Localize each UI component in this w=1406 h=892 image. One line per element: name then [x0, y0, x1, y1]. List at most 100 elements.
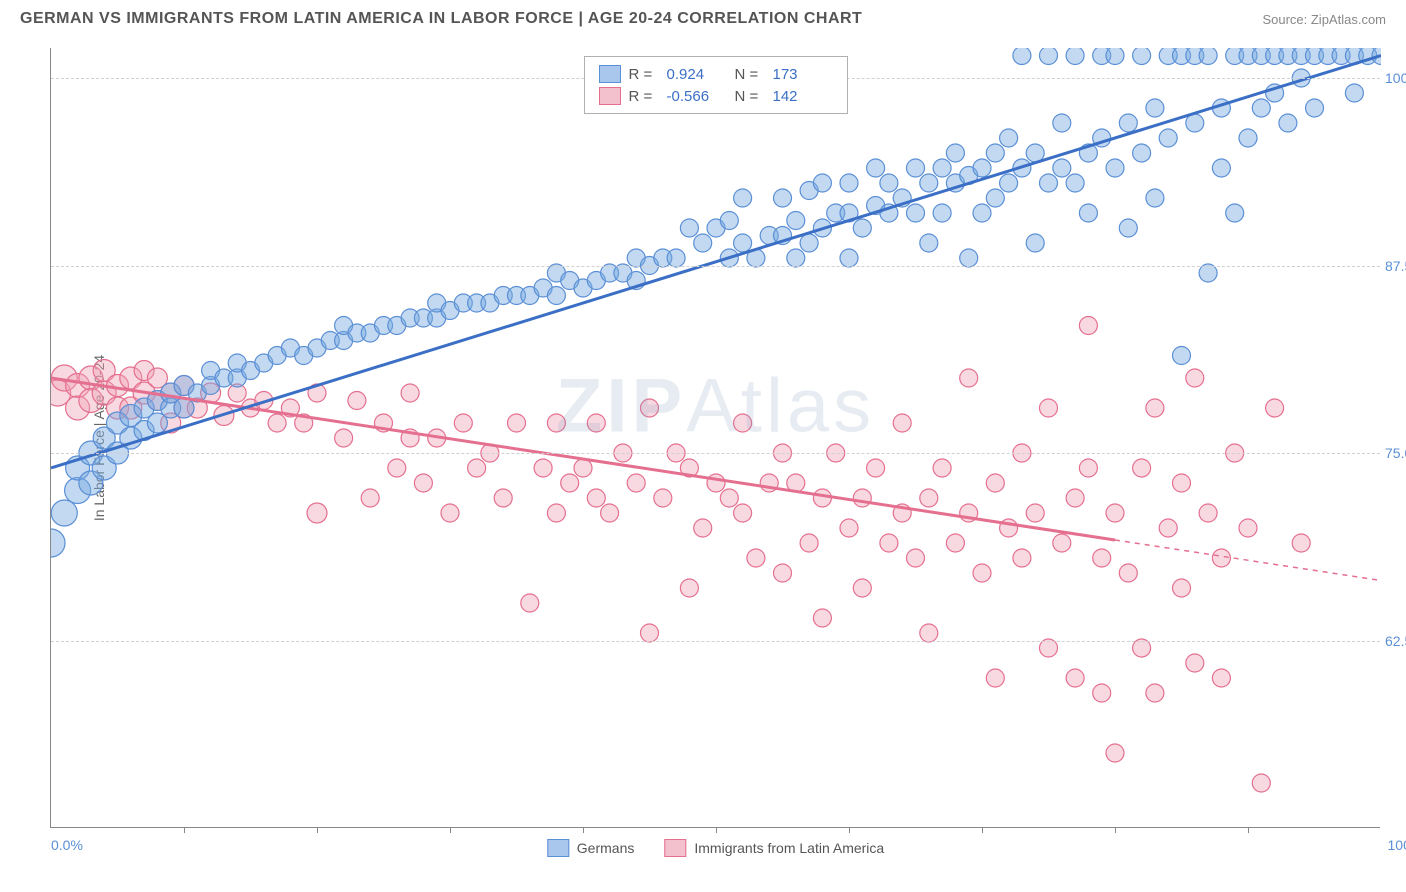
scatter-point-blue [1000, 174, 1018, 192]
scatter-point-blue [800, 234, 818, 252]
trendline-pink-dash [1115, 540, 1381, 581]
scatter-point-blue [933, 204, 951, 222]
x-axis-max-label: 100.0% [1388, 837, 1406, 853]
x-axis-min-label: 0.0% [51, 837, 83, 853]
legend-correlation: R = 0.924 N = 173 R = -0.566 N = 142 [584, 56, 848, 114]
scatter-point-blue [694, 234, 712, 252]
plot-area: In Labor Force | Age 20-24 ZIPAtlas R = … [50, 48, 1380, 828]
scatter-point-blue [1173, 347, 1191, 365]
legend-row-2: R = -0.566 N = 142 [599, 85, 833, 107]
scatter-point-pink [654, 489, 672, 507]
scatter-point-blue [1066, 174, 1084, 192]
scatter-point-pink [1079, 317, 1097, 335]
scatter-point-pink [920, 624, 938, 642]
scatter-point-pink [734, 414, 752, 432]
scatter-point-pink [1212, 549, 1230, 567]
scatter-point-pink [734, 504, 752, 522]
scatter-point-pink [893, 414, 911, 432]
scatter-point-blue [813, 174, 831, 192]
scatter-point-blue [1279, 114, 1297, 132]
scatter-point-blue [1146, 189, 1164, 207]
scatter-point-pink [1173, 579, 1191, 597]
scatter-point-blue [1053, 159, 1071, 177]
n-value-1: 173 [773, 66, 833, 83]
scatter-point-pink [587, 489, 605, 507]
scatter-point-pink [1053, 534, 1071, 552]
scatter-point-pink [534, 459, 552, 477]
scatter-point-pink [1266, 399, 1284, 417]
scatter-point-pink [454, 414, 472, 432]
scatter-point-pink [1146, 399, 1164, 417]
scatter-point-blue [946, 144, 964, 162]
scatter-point-pink [1040, 639, 1058, 657]
x-tick [450, 827, 451, 833]
scatter-point-pink [986, 669, 1004, 687]
scatter-point-blue [1053, 114, 1071, 132]
scatter-point-pink [1292, 534, 1310, 552]
scatter-point-blue [1306, 99, 1324, 117]
scatter-point-blue [51, 500, 77, 526]
scatter-point-blue [1026, 234, 1044, 252]
scatter-point-pink [680, 579, 698, 597]
scatter-point-pink [1079, 459, 1097, 477]
scatter-svg [51, 48, 1381, 828]
scatter-point-pink [1199, 504, 1217, 522]
scatter-point-blue [840, 174, 858, 192]
scatter-point-blue [1239, 129, 1257, 147]
r-value-1: 0.924 [667, 66, 727, 83]
scatter-point-pink [641, 399, 659, 417]
scatter-point-pink [335, 429, 353, 447]
scatter-point-pink [1133, 459, 1151, 477]
scatter-point-pink [1159, 519, 1177, 537]
scatter-point-pink [920, 489, 938, 507]
scatter-point-blue [174, 398, 194, 418]
swatch-blue [599, 65, 621, 83]
scatter-point-blue [840, 249, 858, 267]
scatter-point-pink [1186, 369, 1204, 387]
scatter-point-blue [1106, 159, 1124, 177]
scatter-point-blue [1079, 204, 1097, 222]
scatter-point-blue [547, 287, 565, 305]
scatter-point-blue [734, 234, 752, 252]
scatter-point-blue [1212, 159, 1230, 177]
scatter-point-pink [800, 534, 818, 552]
legend-item-germans: Germans [547, 839, 635, 857]
x-tick [1248, 827, 1249, 833]
scatter-point-blue [774, 189, 792, 207]
scatter-point-pink [867, 459, 885, 477]
scatter-point-pink [747, 549, 765, 567]
scatter-point-blue [1199, 48, 1217, 65]
scatter-point-pink [1040, 399, 1058, 417]
scatter-point-pink [960, 369, 978, 387]
scatter-point-blue [1146, 99, 1164, 117]
scatter-point-blue [1040, 174, 1058, 192]
scatter-point-blue [1252, 99, 1270, 117]
scatter-point-pink [813, 489, 831, 507]
scatter-point-pink [880, 534, 898, 552]
y-tick-label: 75.0% [1385, 445, 1406, 461]
scatter-point-pink [1026, 504, 1044, 522]
y-tick-label: 62.5% [1385, 633, 1406, 649]
scatter-point-blue [1119, 114, 1137, 132]
scatter-point-blue [973, 159, 991, 177]
scatter-point-pink [348, 392, 366, 410]
legend-row-1: R = 0.924 N = 173 [599, 63, 833, 85]
source-label: Source: ZipAtlas.com [1262, 12, 1386, 27]
scatter-point-pink [641, 624, 659, 642]
x-tick [583, 827, 584, 833]
scatter-point-blue [986, 144, 1004, 162]
scatter-point-pink [1252, 774, 1270, 792]
scatter-point-pink [774, 564, 792, 582]
scatter-point-pink [986, 474, 1004, 492]
r-label: R = [629, 88, 659, 105]
scatter-point-blue [960, 249, 978, 267]
trendline-blue [51, 56, 1381, 469]
scatter-point-blue [867, 159, 885, 177]
gridline [51, 266, 1380, 267]
scatter-point-blue [1013, 48, 1031, 65]
scatter-point-pink [1093, 684, 1111, 702]
r-label: R = [629, 66, 659, 83]
scatter-point-pink [414, 474, 432, 492]
scatter-point-pink [627, 474, 645, 492]
scatter-point-pink [720, 489, 738, 507]
